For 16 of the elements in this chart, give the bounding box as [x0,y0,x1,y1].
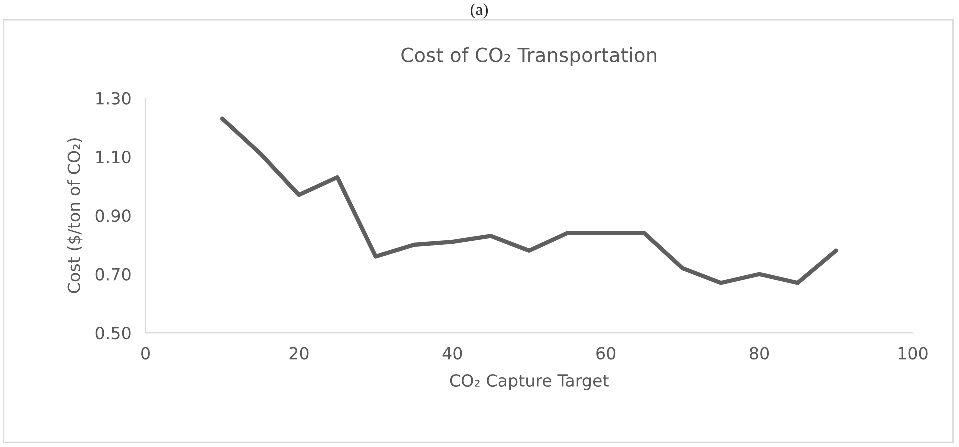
x-tick-label: 40 [442,347,462,360]
y-tick-label: 0.50 [96,326,131,340]
y-tick-label: 1.30 [96,92,131,105]
y-tick-label: 1.10 [96,150,131,164]
x-tick-label: 80 [750,347,770,360]
x-tick-label: 20 [290,347,309,360]
x-tick-label: 60 [596,347,616,360]
x-axis-title: CO₂ Capture Target [450,374,609,390]
line-series [220,116,838,286]
chart-title: Cost of CO₂ Transportation [402,47,657,66]
text: (a) [470,4,488,19]
y-tick-label: 0.70 [96,268,131,281]
x-tick-label: 100 [898,347,928,360]
y-axis-title: Cost ($/ton of CO₂) [68,138,83,294]
y-tick-label: 0.90 [96,210,131,222]
x-tick-label: 0 [142,347,150,360]
